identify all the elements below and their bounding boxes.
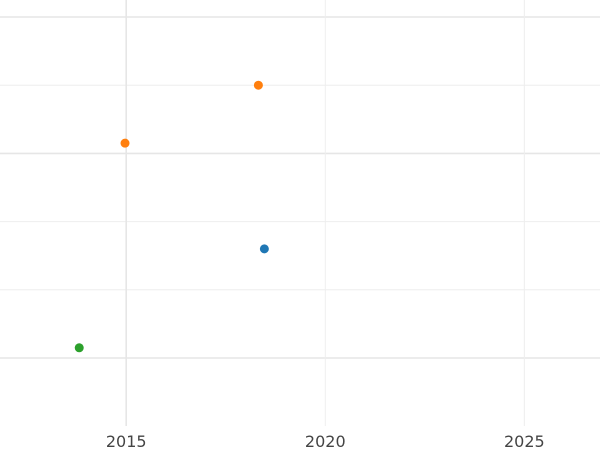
x-axis: 2015 2020 2025 <box>106 432 545 450</box>
points <box>74 80 269 353</box>
x-tick-label: 2025 <box>504 432 545 450</box>
x-tick-label: 2020 <box>305 432 346 450</box>
data-point <box>120 138 130 148</box>
data-point <box>259 244 269 254</box>
data-point <box>253 80 263 90</box>
x-tick-label: 2015 <box>106 432 147 450</box>
grid <box>0 0 600 426</box>
data-point <box>74 343 84 353</box>
